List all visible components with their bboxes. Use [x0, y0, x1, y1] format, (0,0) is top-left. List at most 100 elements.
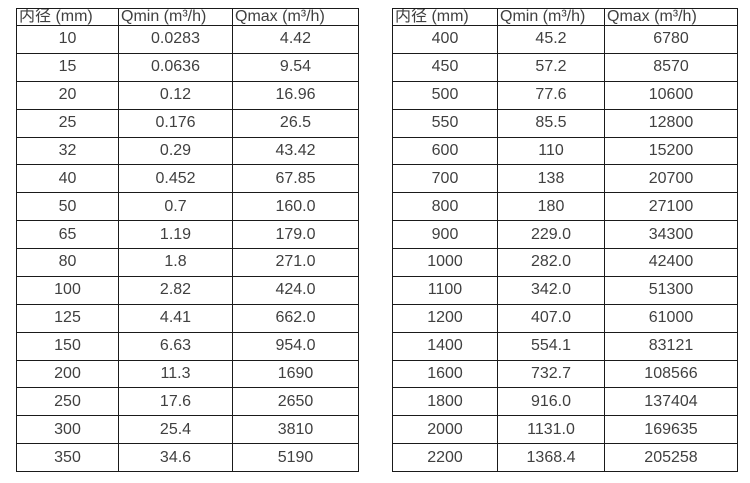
table-cell: 2000 — [392, 415, 498, 445]
table-row: 150 6.63 954.0 — [16, 331, 359, 361]
table-cell: 550 — [392, 108, 498, 138]
table-cell: 150 — [16, 331, 119, 361]
table-cell: 25.4 — [118, 415, 233, 445]
table-row: 80 1.8 271.0 — [16, 248, 359, 277]
table-cell: 57.2 — [497, 52, 605, 82]
table-cell: 125 — [16, 303, 119, 333]
table-row: 100 2.82 424.0 — [16, 275, 359, 305]
table-row: 10 0.0283 4.42 — [16, 25, 359, 54]
table-cell: 300 — [16, 415, 119, 445]
table-cell: 43.42 — [232, 136, 359, 166]
table-row: 1100 342.0 51300 — [392, 275, 738, 305]
table-cell: 2.82 — [118, 275, 233, 305]
table-cell: 0.0636 — [118, 52, 233, 82]
table-row: 1400 554.1 83121 — [392, 331, 738, 361]
table-cell: 4.41 — [118, 303, 233, 333]
table-row: 2200 1368.4 205258 — [392, 443, 738, 472]
header-cell: Qmin (m³/h) — [497, 8, 605, 26]
flow-rate-table-large-diameters: 内径 (mm) Qmin (m³/h) Qmax (m³/h) 400 45.2 678… — [392, 8, 738, 472]
table-cell: 1.8 — [118, 248, 233, 277]
table-cell: 65 — [16, 220, 119, 249]
table-cell: 342.0 — [497, 275, 605, 305]
table-cell: 25 — [16, 108, 119, 138]
table-cell: 2200 — [392, 443, 498, 472]
table-row: 1200 407.0 61000 — [392, 303, 738, 333]
table-cell: 229.0 — [497, 220, 605, 249]
table-cell: 0.0283 — [118, 25, 233, 54]
table-row: 1600 732.7 108566 — [392, 359, 738, 389]
table-cell: 10600 — [604, 80, 738, 110]
table-cell: 800 — [392, 192, 498, 222]
table-row: 20 0.12 16.96 — [16, 80, 359, 110]
table-cell: 137404 — [604, 387, 738, 417]
table-row: 125 4.41 662.0 — [16, 303, 359, 333]
table-cell: 1000 — [392, 248, 498, 277]
table-header-row: 内径 (mm) Qmin (m³/h) Qmax (m³/h) — [392, 8, 738, 26]
table-cell: 1100 — [392, 275, 498, 305]
table-cell: 350 — [16, 443, 119, 472]
table-cell: 50 — [16, 192, 119, 222]
table-cell: 1400 — [392, 331, 498, 361]
table-cell: 12800 — [604, 108, 738, 138]
table-cell: 32 — [16, 136, 119, 166]
table-row: 450 57.2 8570 — [392, 52, 738, 82]
table-cell: 42400 — [604, 248, 738, 277]
table-cell: 80 — [16, 248, 119, 277]
table-cell: 732.7 — [497, 359, 605, 389]
header-cell: 内径 (mm) — [16, 8, 119, 26]
table-cell: 0.12 — [118, 80, 233, 110]
table-cell: 10 — [16, 25, 119, 54]
table-cell: 169635 — [604, 415, 738, 445]
table-cell: 1131.0 — [497, 415, 605, 445]
table-row: 250 17.6 2650 — [16, 387, 359, 417]
table-cell: 1200 — [392, 303, 498, 333]
table-cell: 0.176 — [118, 108, 233, 138]
table-cell: 271.0 — [232, 248, 359, 277]
table-cell: 554.1 — [497, 331, 605, 361]
table-cell: 160.0 — [232, 192, 359, 222]
table-cell: 5190 — [232, 443, 359, 472]
table-cell: 8570 — [604, 52, 738, 82]
table-cell: 4.42 — [232, 25, 359, 54]
table-cell: 3810 — [232, 415, 359, 445]
header-cell: Qmin (m³/h) — [118, 8, 233, 26]
table-cell: 17.6 — [118, 387, 233, 417]
table-cell: 108566 — [604, 359, 738, 389]
header-cell: Qmax (m³/h) — [604, 8, 738, 26]
table-row: 1000 282.0 42400 — [392, 248, 738, 277]
table-row: 15 0.0636 9.54 — [16, 52, 359, 82]
table-cell: 282.0 — [497, 248, 605, 277]
table-cell: 51300 — [604, 275, 738, 305]
table-row: 40 0.452 67.85 — [16, 164, 359, 194]
table-cell: 67.85 — [232, 164, 359, 194]
table-cell: 16.96 — [232, 80, 359, 110]
table-row: 400 45.2 6780 — [392, 25, 738, 54]
table-row: 900 229.0 34300 — [392, 220, 738, 249]
table-row: 200 11.3 1690 — [16, 359, 359, 389]
table-cell: 180 — [497, 192, 605, 222]
table-row: 2000 1131.0 169635 — [392, 415, 738, 445]
table-cell: 1600 — [392, 359, 498, 389]
table-cell: 9.54 — [232, 52, 359, 82]
table-cell: 40 — [16, 164, 119, 194]
table-cell: 450 — [392, 52, 498, 82]
table-cell: 61000 — [604, 303, 738, 333]
table-cell: 26.5 — [232, 108, 359, 138]
table-cell: 85.5 — [497, 108, 605, 138]
table-row: 350 34.6 5190 — [16, 443, 359, 472]
table-cell: 407.0 — [497, 303, 605, 333]
table-row: 50 0.7 160.0 — [16, 192, 359, 222]
table-cell: 15 — [16, 52, 119, 82]
table-row: 800 180 27100 — [392, 192, 738, 222]
table-cell: 0.29 — [118, 136, 233, 166]
table-row: 700 138 20700 — [392, 164, 738, 194]
header-cell: 内径 (mm) — [392, 8, 498, 26]
table-row: 25 0.176 26.5 — [16, 108, 359, 138]
table-cell: 11.3 — [118, 359, 233, 389]
table-cell: 1368.4 — [497, 443, 605, 472]
table-cell: 110 — [497, 136, 605, 166]
table-cell: 34300 — [604, 220, 738, 249]
table-body: 10 0.0283 4.42 15 0.0636 9.54 20 0.12 16.96 25 0.1… — [16, 25, 359, 472]
table-row: 32 0.29 43.42 — [16, 136, 359, 166]
table-cell: 1.19 — [118, 220, 233, 249]
